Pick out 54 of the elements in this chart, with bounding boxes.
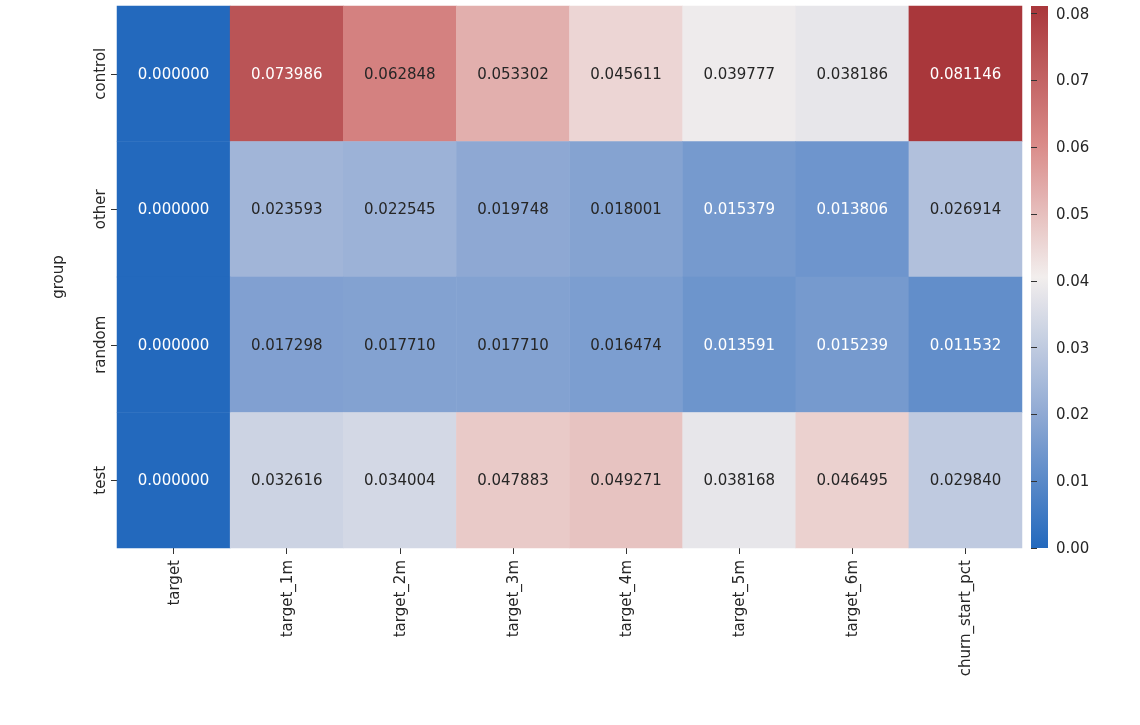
data-label: 0.015379 [703,200,775,219]
data-label: 0.000000 [137,200,210,219]
x-tick-label: target_6m [843,560,863,638]
y-tick-label: test [90,465,109,495]
data-label: 0.019748 [477,200,549,219]
data-label: 0.011532 [929,335,1002,354]
x-tick-label: target [164,559,183,606]
data-label: 0.016474 [590,335,662,354]
color-bar-label: 0.00 [1056,539,1090,557]
data-label: 0.017710 [364,335,436,354]
data-label: 0.013591 [703,335,775,354]
y-tick-label: other [90,188,109,230]
data-label: 0.032616 [250,471,323,490]
color-bar-label: 0.06 [1056,138,1090,157]
data-label: 0.000000 [137,64,210,83]
color-bar-label: 0.03 [1056,338,1090,357]
data-label: 0.018001 [590,200,662,219]
data-label: 0.046495 [816,471,889,490]
data-label: 0.026914 [929,200,1002,219]
data-label: 0.013806 [816,200,889,219]
data-label: 0.000000 [137,335,210,354]
x-tick-label: churn_start_pct [956,559,976,677]
data-label: 0.062848 [364,64,436,83]
y-tick-label: control [90,47,109,100]
color-bar-label: 0.07 [1056,71,1090,90]
data-label: 0.045611 [590,64,662,83]
data-label: 0.017710 [477,335,549,354]
x-tick-label: target_1m [277,560,297,638]
data-label: 0.047883 [477,471,549,490]
data-label: 0.073986 [250,64,323,83]
data-label: 0.053302 [477,64,549,83]
color-bar-label: 0.08 [1056,4,1090,23]
color-bar-label: 0.04 [1056,271,1090,290]
x-tick-label: target_3m [503,560,523,638]
data-label: 0.029840 [929,471,1002,490]
data-label: 0.000000 [137,471,210,490]
color-bar-label: 0.01 [1056,472,1090,491]
x-tick-label: target_5m [730,560,750,638]
data-label: 0.023593 [250,200,323,219]
y-tick-label: random [90,315,109,374]
data-label: 0.017298 [250,335,323,354]
data-label: 0.034004 [364,471,436,490]
data-label: 0.049271 [590,471,662,490]
x-tick-label: target_4m [617,560,637,638]
data-label: 0.039777 [703,64,775,83]
x-tick-label: target_2m [390,560,410,638]
data-label: 0.081146 [929,64,1002,83]
data-label: 0.022545 [364,200,436,219]
data-label: 0.038186 [816,64,889,83]
color-bar-label: 0.02 [1056,405,1090,424]
data-label: 0.015239 [816,335,889,354]
data-label: 0.038168 [703,471,775,490]
y-axis-title: group [48,255,67,299]
color-bar-label: 0.05 [1056,205,1090,224]
